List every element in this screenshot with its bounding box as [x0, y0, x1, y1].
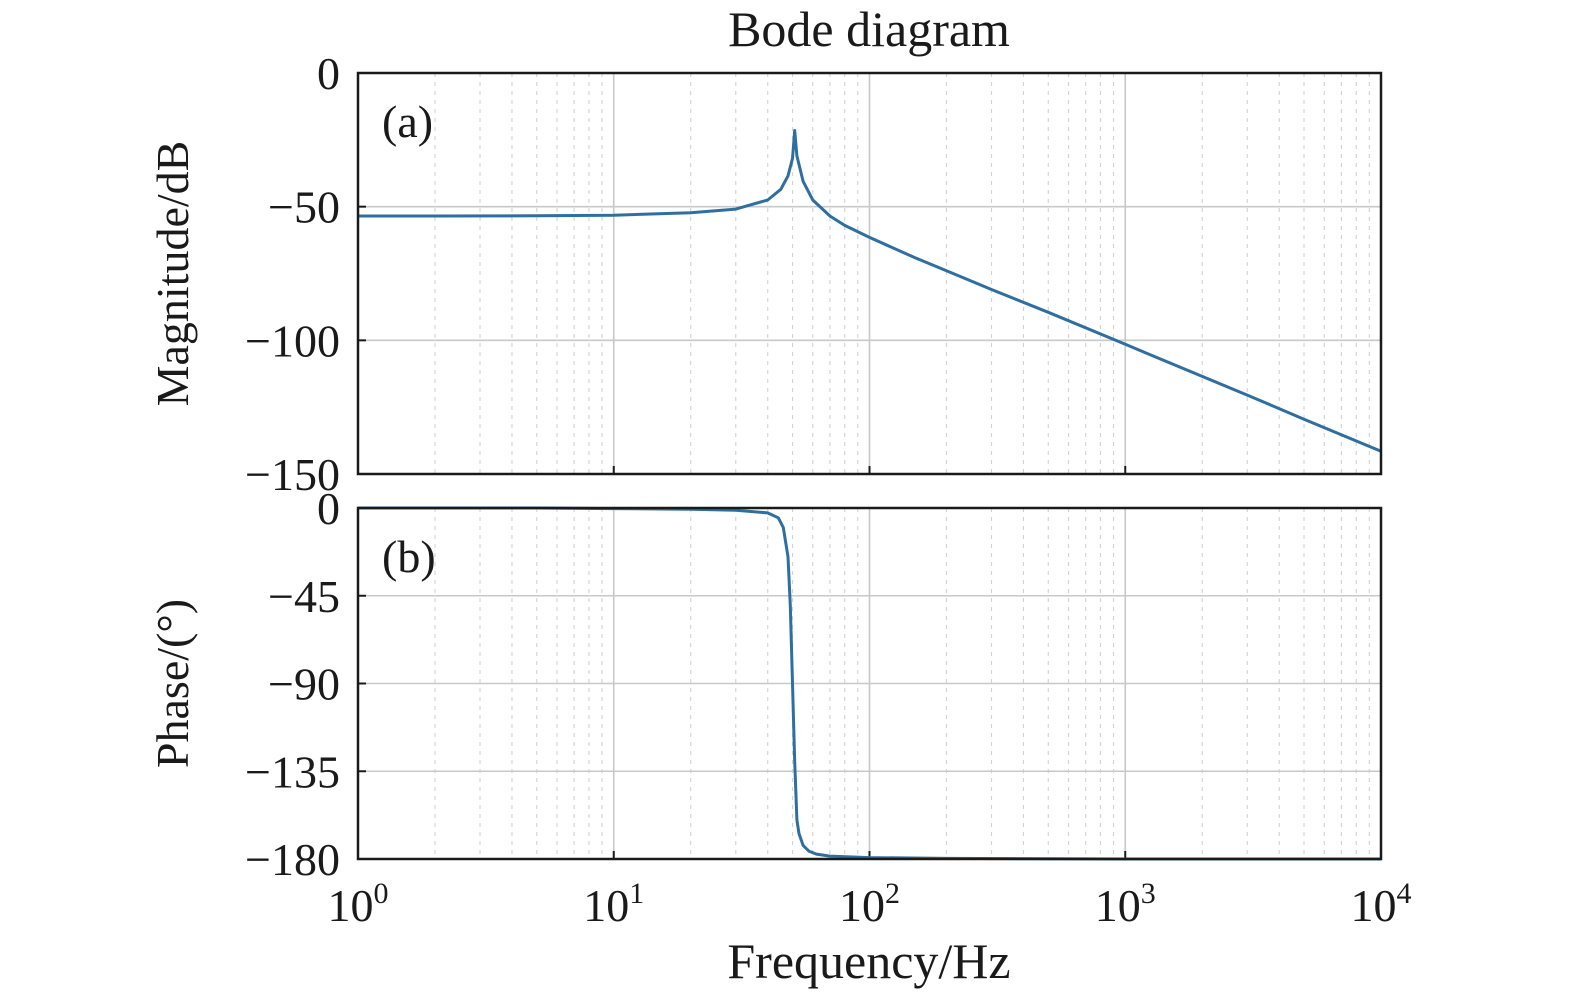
phase-y-tick-label: −180 — [245, 834, 340, 885]
phase-x-tick-label: 102 — [839, 877, 900, 931]
phase-y-tick-label: −135 — [245, 746, 340, 797]
phase-panel: 0 −45 −90 −135 −180 (b) Phase/(°) 100 101 102 103 1… — [147, 483, 1412, 931]
chart-title: Bode diagram — [728, 1, 1010, 57]
magnitude-panel: 0 −50 −100 −150 (a) Magnitude/dB — [147, 48, 1383, 500]
mag-y-tick-label: −50 — [268, 182, 340, 233]
mag-panel-label: (a) — [382, 96, 433, 147]
phase-x-tick-label: 104 — [1351, 877, 1412, 931]
phase-series-line — [358, 506, 1381, 861]
mag-y-axis-label: Magnitude/dB — [147, 141, 198, 407]
phase-y-axis-label: Phase/(°) — [147, 599, 198, 768]
phase-x-tick-label: 100 — [328, 877, 389, 931]
mag-plot-frame — [356, 71, 1383, 476]
x-axis-label: Frequency/Hz — [727, 933, 1010, 989]
phase-y-tick-label: 0 — [317, 483, 340, 534]
phase-panel-label: (b) — [382, 531, 436, 582]
phase-y-tick-label: −90 — [268, 659, 340, 710]
phase-y-tick-label: −45 — [268, 571, 340, 622]
phase-x-tick-label: 101 — [583, 877, 644, 931]
mag-y-tick-label: 0 — [317, 48, 340, 99]
mag-series-line — [358, 129, 1382, 453]
phase-plot-frame — [356, 506, 1383, 861]
mag-y-tick-label: −150 — [245, 449, 340, 500]
phase-x-tick-label: 103 — [1095, 877, 1156, 931]
mag-y-tick-label: −100 — [245, 315, 340, 366]
